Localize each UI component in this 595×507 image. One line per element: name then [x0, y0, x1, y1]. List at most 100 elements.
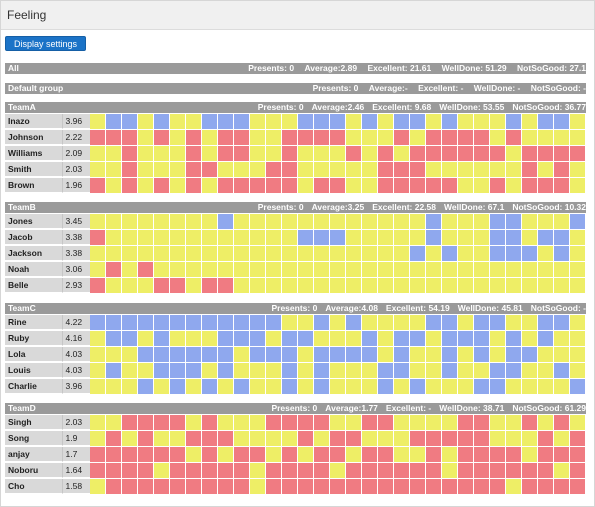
welldone-cell [442, 262, 457, 277]
summary-default-notsogood: NotSoGood: - [530, 83, 586, 93]
notsogood-cell [554, 146, 569, 161]
member-row: Noah 3.06 [5, 262, 586, 278]
welldone-cell [538, 415, 553, 430]
notsogood-cell [202, 479, 217, 494]
member-row: Jackson 3.38 [5, 246, 586, 262]
notsogood-cell [266, 463, 281, 478]
welldone-cell [346, 214, 361, 229]
welldone-cell [490, 431, 505, 446]
notsogood-cell [378, 162, 393, 177]
excellent-cell [474, 315, 489, 330]
notsogood-cell [186, 431, 201, 446]
welldone-cell [474, 230, 489, 245]
welldone-cell [458, 278, 473, 293]
welldone-cell [250, 146, 265, 161]
display-settings-button[interactable]: Display settings [5, 36, 87, 51]
notsogood-cell [394, 162, 409, 177]
excellent-cell [410, 246, 425, 261]
excellent-cell [282, 331, 297, 346]
notsogood-cell [570, 447, 585, 462]
excellent-cell [538, 331, 553, 346]
notsogood-cell [90, 463, 105, 478]
excellent-cell [282, 363, 297, 378]
notsogood-cell [474, 431, 489, 446]
excellent-cell [234, 331, 249, 346]
welldone-cell [122, 347, 137, 362]
welldone-cell [218, 162, 233, 177]
notsogood-cell [474, 146, 489, 161]
welldone-cell [490, 347, 505, 362]
welldone-cell [250, 114, 265, 129]
notsogood-cell [106, 463, 121, 478]
notsogood-cell [218, 178, 233, 193]
welldone-cell [506, 146, 521, 161]
welldone-cell [218, 230, 233, 245]
excellent-cell [330, 114, 345, 129]
welldone-cell [234, 278, 249, 293]
welldone-cell [506, 479, 521, 494]
notsogood-cell [282, 146, 297, 161]
welldone-cell [346, 262, 361, 277]
member-score: 2.03 [61, 162, 90, 177]
notsogood-cell [394, 130, 409, 145]
welldone-cell [186, 331, 201, 346]
welldone-cell [330, 146, 345, 161]
notsogood-cell [106, 130, 121, 145]
excellent-cell [154, 347, 169, 362]
notsogood-cell [138, 479, 153, 494]
member-score: 2.22 [61, 130, 90, 145]
team-header-bar: TeamB Presents: 0 Average:3.25 Excellent: 2… [5, 202, 586, 213]
welldone-cell [122, 246, 137, 261]
excellent-cell [298, 230, 313, 245]
excellent-cell [506, 331, 521, 346]
welldone-cell [266, 431, 281, 446]
welldone-cell [570, 114, 585, 129]
welldone-cell [250, 363, 265, 378]
welldone-cell [122, 278, 137, 293]
team-notsogood: NotSoGood: 36.77 [512, 102, 586, 112]
member-row: Johnson 2.22 [5, 130, 586, 146]
welldone-cell [378, 315, 393, 330]
excellent-cell [106, 315, 121, 330]
welldone-cell [538, 262, 553, 277]
welldone-cell [314, 246, 329, 261]
excellent-cell [554, 230, 569, 245]
welldone-cell [202, 363, 217, 378]
notsogood-cell [522, 146, 537, 161]
excellent-cell [378, 379, 393, 394]
excellent-cell [394, 347, 409, 362]
excellent-cell [442, 331, 457, 346]
welldone-cell [570, 162, 585, 177]
welldone-cell [122, 262, 137, 277]
welldone-cell [474, 214, 489, 229]
notsogood-cell [346, 431, 361, 446]
notsogood-cell [122, 178, 137, 193]
excellent-cell [218, 315, 233, 330]
excellent-cell [490, 214, 505, 229]
welldone-cell [362, 130, 377, 145]
notsogood-cell [394, 178, 409, 193]
notsogood-cell [234, 463, 249, 478]
notsogood-cell [218, 463, 233, 478]
notsogood-cell [298, 463, 313, 478]
notsogood-cell [522, 463, 537, 478]
member-row: Cho 1.58 [5, 479, 586, 495]
welldone-cell [506, 315, 521, 330]
welldone-cell [346, 278, 361, 293]
welldone-cell [282, 315, 297, 330]
notsogood-cell [570, 479, 585, 494]
welldone-cell [122, 379, 137, 394]
member-row: anjay 1.7 [5, 447, 586, 463]
welldone-cell [202, 130, 217, 145]
welldone-cell [458, 114, 473, 129]
welldone-cell [314, 262, 329, 277]
welldone-cell [266, 146, 281, 161]
welldone-cell [90, 114, 105, 129]
welldone-cell [250, 130, 265, 145]
welldone-cell [90, 214, 105, 229]
welldone-cell [378, 347, 393, 362]
welldone-cell [522, 114, 537, 129]
welldone-cell [138, 363, 153, 378]
notsogood-cell [378, 479, 393, 494]
welldone-cell [506, 431, 521, 446]
